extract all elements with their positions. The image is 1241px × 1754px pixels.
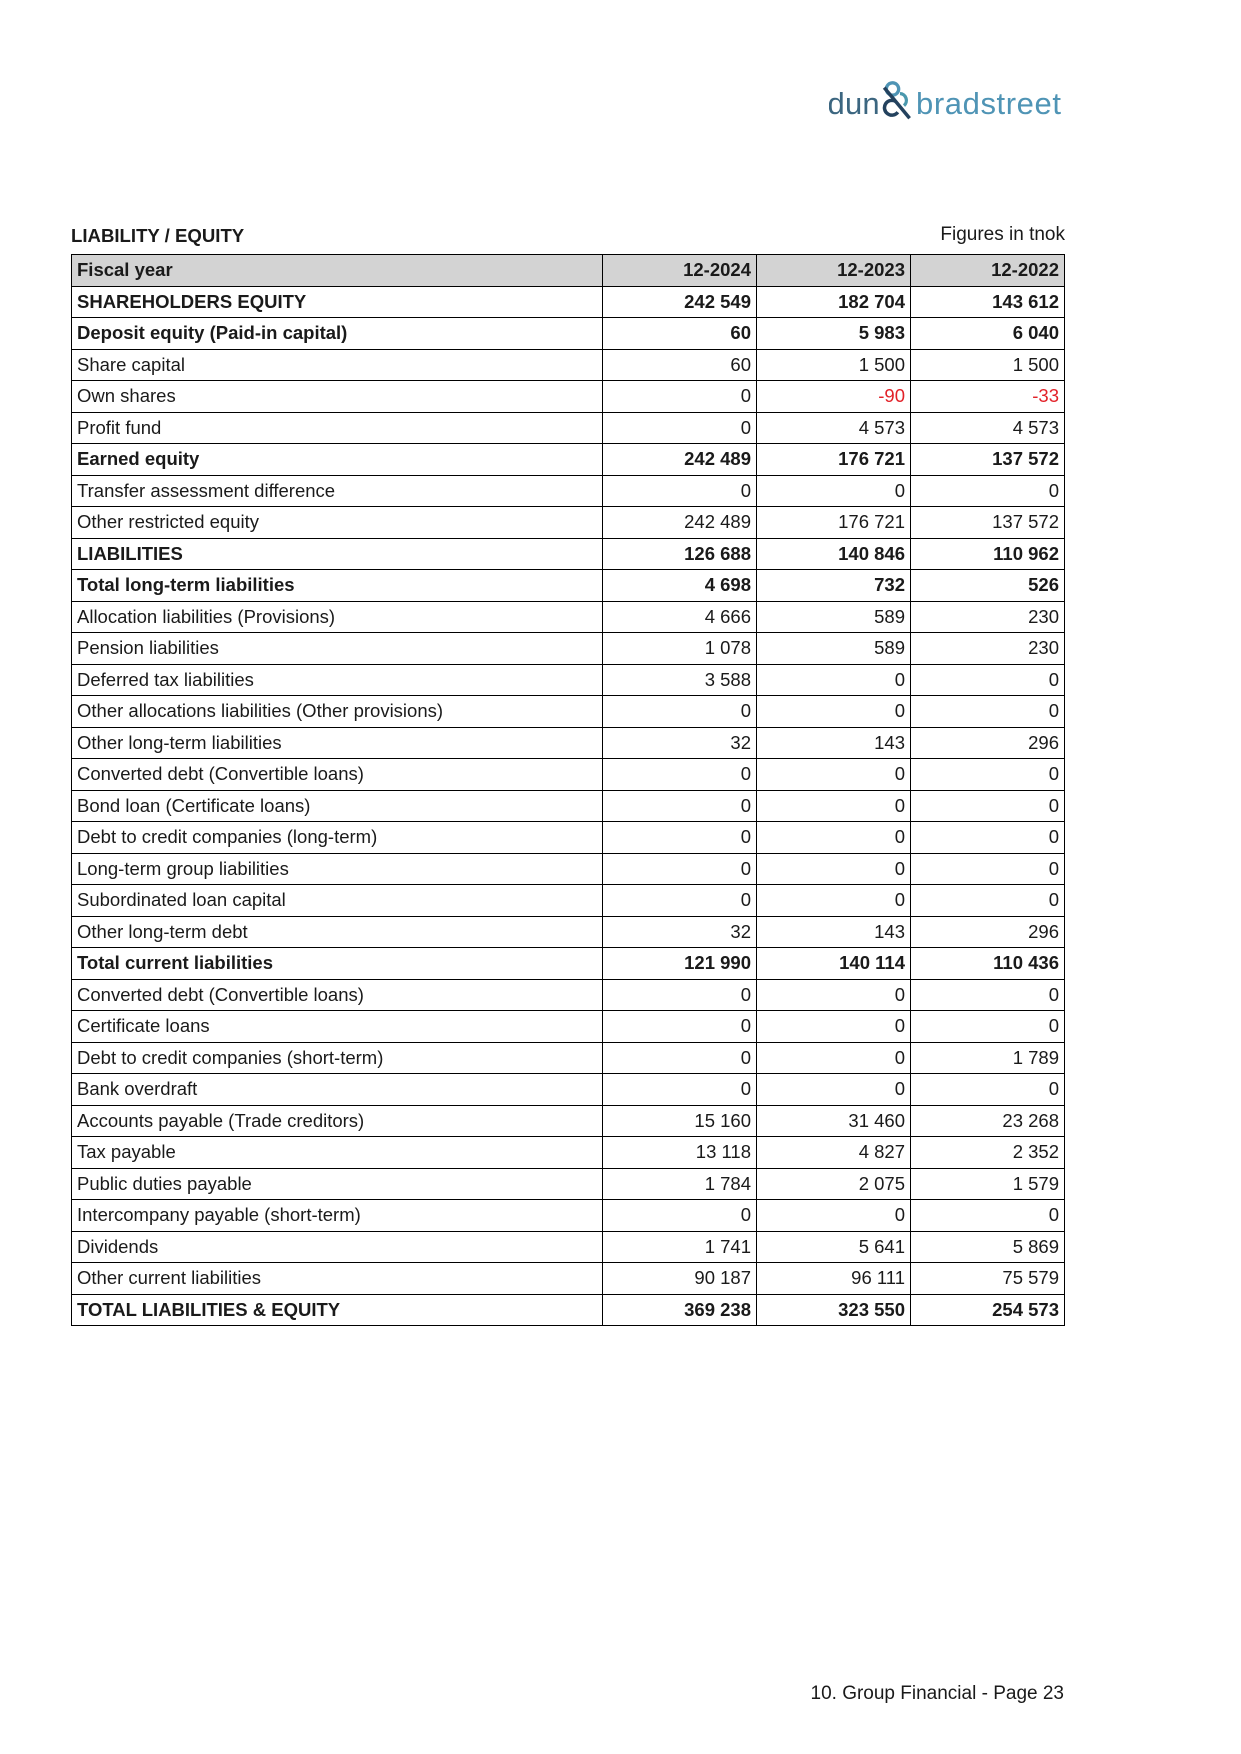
svg-text:dun: dun [829, 86, 880, 121]
svg-text:bradstreet: bradstreet [916, 86, 1062, 121]
